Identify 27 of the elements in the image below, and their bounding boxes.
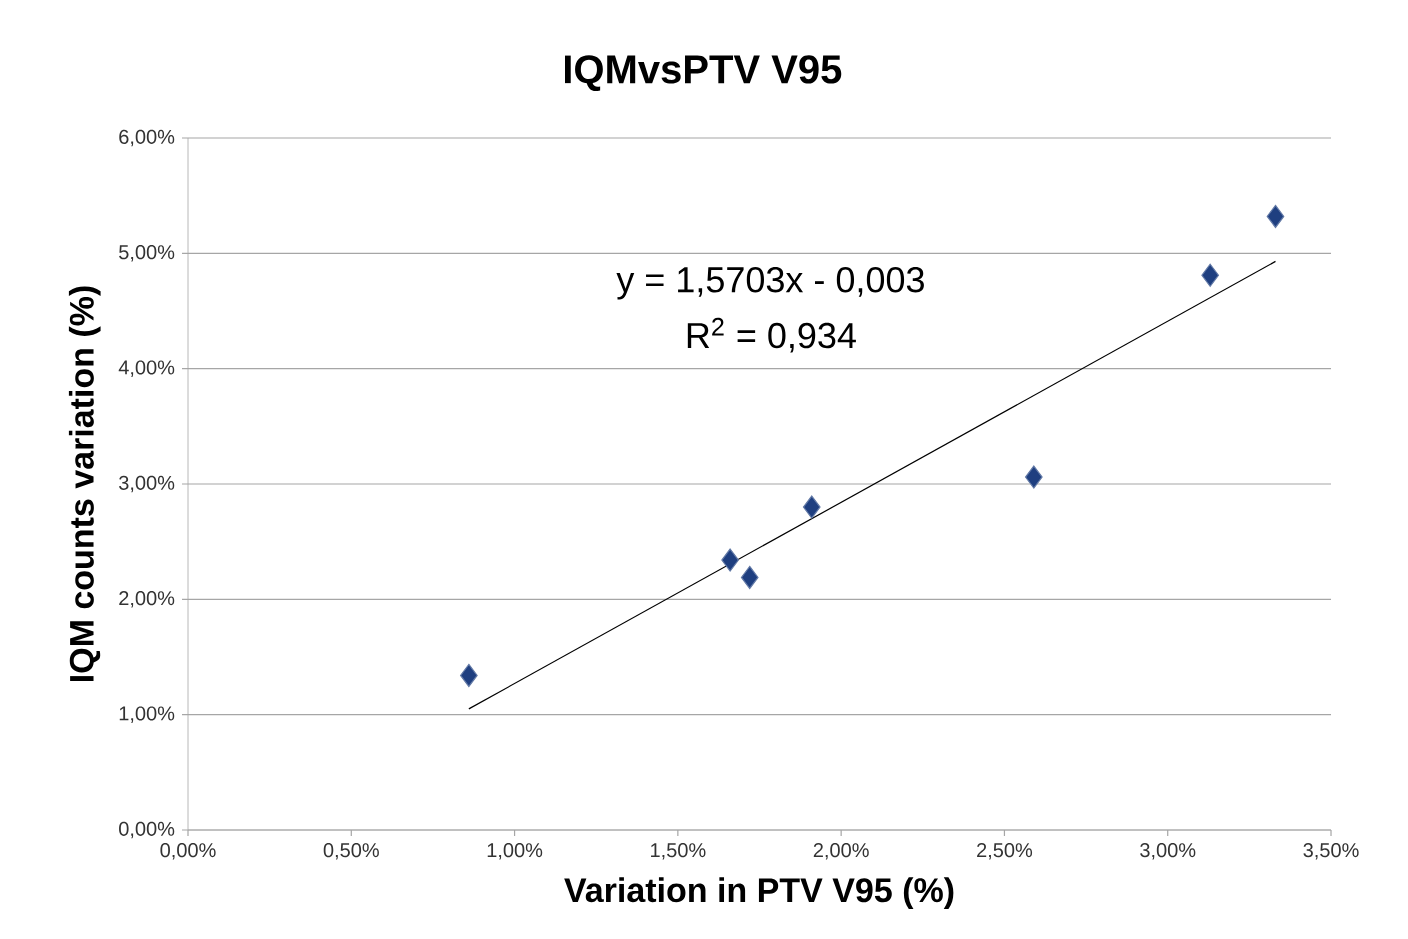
y-tick-label: 0,00% xyxy=(119,821,175,839)
y-tick-label: 1,00% xyxy=(119,706,175,723)
y-axis-title: IQM counts variation (%) xyxy=(68,286,101,682)
point xyxy=(721,548,739,572)
x-tick-label: 1,50% xyxy=(651,843,706,860)
annotation: R$^{2}$ = 0,934 xyxy=(687,317,856,353)
point xyxy=(460,663,478,688)
y-tick-label: 5,00% xyxy=(119,245,175,262)
y-tick-label: 2,00% xyxy=(119,591,175,608)
point xyxy=(1201,263,1220,287)
x-tick-label: 0,50% xyxy=(323,843,379,860)
x-tick-label: 0,00% xyxy=(160,843,216,860)
point xyxy=(802,495,821,519)
y-tick-label: 6,00% xyxy=(119,129,175,147)
point xyxy=(1024,465,1043,489)
y-tick-label: 3,00% xyxy=(119,475,175,493)
x-tick-label: 3,00% xyxy=(1140,843,1196,860)
point xyxy=(740,565,759,590)
chart-title: IQMvsPTV V95 xyxy=(564,55,842,91)
y-tick-label: 4,00% xyxy=(118,360,175,377)
x-tick-label: 3,50% xyxy=(1303,843,1359,860)
x-tick-label: 1,00% xyxy=(487,843,543,860)
annotation: y = 1,5703x - 0,003 xyxy=(616,267,924,300)
x-tick-label: 2,50% xyxy=(977,843,1033,860)
x-axis-title: Variation in PTV V95 (%) xyxy=(564,877,954,909)
point xyxy=(1266,204,1285,229)
x-tick-label: 2,00% xyxy=(813,843,869,860)
